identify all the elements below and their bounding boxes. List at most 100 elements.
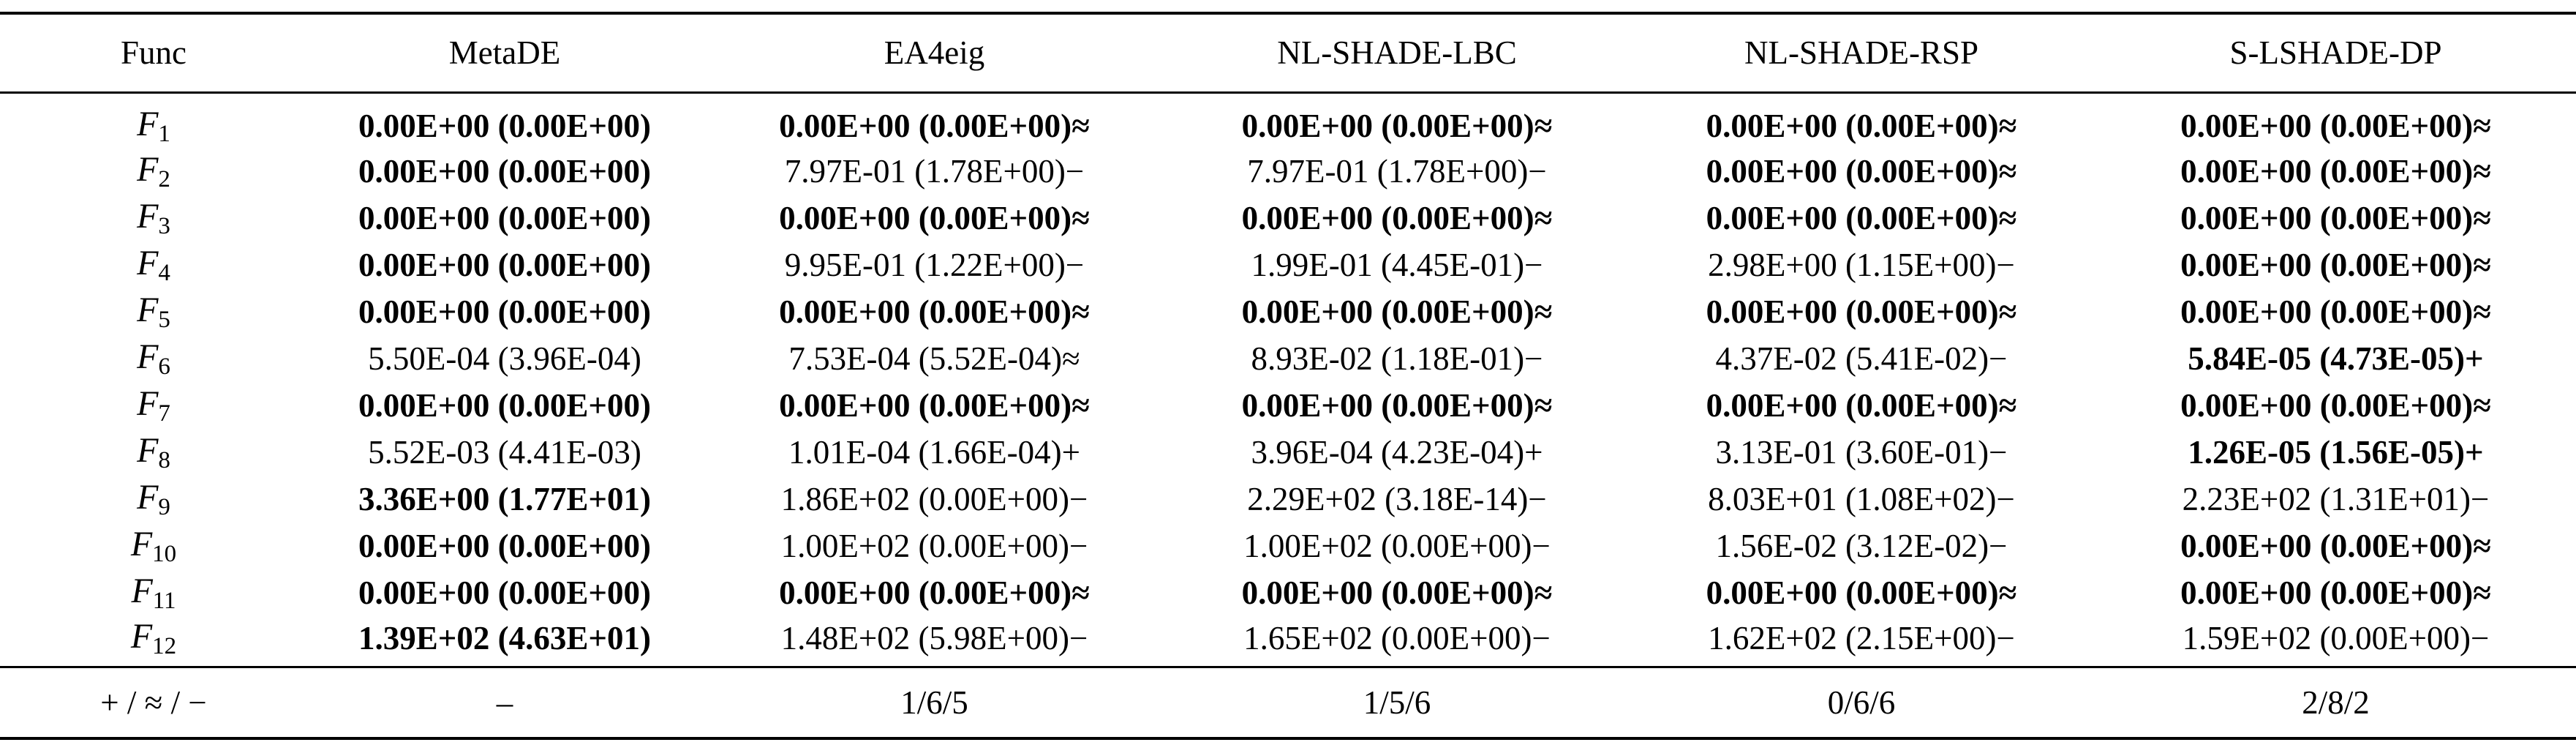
result-cell: 1.01E-04 (1.66E-04)+ <box>702 429 1167 476</box>
significance-mark: ≈ <box>2473 293 2491 330</box>
result-value: 0.00E+00 (0.00E+00) <box>2180 246 2474 283</box>
significance-mark: − <box>2471 619 2490 656</box>
footer-cell: 1/5/6 <box>1363 684 1431 721</box>
significance-mark: ≈ <box>1998 386 2017 424</box>
header-cell: S-LSHADE-DP <box>2229 34 2442 72</box>
result-value: 7.97E-01 (1.78E+00) <box>1247 152 1529 190</box>
result-value: 7.97E-01 (1.78E+00) <box>784 152 1066 190</box>
result-value: 1.59E+02 (0.00E+00) <box>2182 619 2471 656</box>
func-name: F <box>137 383 159 423</box>
func-cell: F10 <box>0 523 307 569</box>
result-cell: 0.00E+00 (0.00E+00)≈ <box>2095 523 2576 569</box>
result-value: 8.93E-02 (1.18E-01) <box>1251 340 1525 377</box>
significance-mark: − <box>1996 619 2015 656</box>
result-cell: 0.00E+00 (0.00E+00) <box>307 523 702 569</box>
result-value: 0.00E+00 (0.00E+00) <box>1706 199 1999 236</box>
result-cell: 2.29E+02 (3.18E-14)− <box>1167 476 1627 523</box>
result-value: 0.00E+00 (0.00E+00) <box>1706 386 1999 424</box>
result-value: 3.13E-01 (3.60E-01) <box>1715 433 1989 471</box>
result-value: 0.00E+00 (0.00E+00) <box>358 293 652 330</box>
result-cell: 0.00E+00 (0.00E+00)≈ <box>1167 569 1627 616</box>
result-value: 2.29E+02 (3.18E-14) <box>1247 480 1529 517</box>
result-value: 1.48E+02 (5.98E+00) <box>780 619 1070 656</box>
result-value: 1.62E+02 (2.15E+00) <box>1708 619 1997 656</box>
result-value: 0.00E+00 (0.00E+00) <box>779 107 1072 144</box>
result-value: 7.53E-04 (5.52E-04) <box>788 340 1062 377</box>
func-name: F <box>130 524 153 564</box>
func-name: F <box>137 196 159 236</box>
result-cell: 3.96E-04 (4.23E-04)+ <box>1167 429 1627 476</box>
result-cell: 2.23E+02 (1.31E+01)− <box>2095 476 2576 523</box>
significance-mark: + <box>1524 433 1543 471</box>
significance-mark: ≈ <box>1072 199 1090 236</box>
significance-mark: ≈ <box>1072 293 1090 330</box>
table-row: F7 0.00E+00 (0.00E+00) 0.00E+00 (0.00E+00)… <box>0 382 2576 429</box>
func-subscript: 6 <box>158 353 170 380</box>
result-value: 1.65E+02 (0.00E+00) <box>1243 619 1532 656</box>
func-name: F <box>137 290 159 329</box>
result-value: 0.00E+00 (0.00E+00) <box>779 386 1072 424</box>
result-cell: 1.00E+02 (0.00E+00)− <box>702 523 1167 569</box>
func-subscript: 7 <box>158 400 170 427</box>
result-cell: 0.00E+00 (0.00E+00)≈ <box>1627 148 2095 195</box>
result-cell: 0.00E+00 (0.00E+00) <box>307 569 702 616</box>
result-cell: 2.98E+00 (1.15E+00)− <box>1627 242 2095 288</box>
header-cell: NL-SHADE-RSP <box>1744 34 1979 72</box>
result-value: 2.23E+02 (1.31E+01) <box>2182 480 2471 517</box>
func-cell: F11 <box>0 569 307 616</box>
result-cell: 0.00E+00 (0.00E+00)≈ <box>2095 195 2576 242</box>
result-cell: 7.97E-01 (1.78E+00)− <box>1167 148 1627 195</box>
significance-mark: ≈ <box>1998 152 2017 190</box>
table-row: F12 1.39E+02 (4.63E+01) 1.48E+02 (5.98E+00… <box>0 616 2576 667</box>
result-cell: 0.00E+00 (0.00E+00)≈ <box>2095 148 2576 195</box>
result-cell: 0.00E+00 (0.00E+00) <box>307 195 702 242</box>
result-cell: 8.03E+01 (1.08E+02)− <box>1627 476 2095 523</box>
func-cell: F2 <box>0 148 307 195</box>
significance-mark: ≈ <box>1534 199 1553 236</box>
table-row: F9 3.36E+00 (1.77E+01) 1.86E+02 (0.00E+00)… <box>0 476 2576 523</box>
result-cell: 4.37E-02 (5.41E-02)− <box>1627 335 2095 382</box>
result-cell: 9.95E-01 (1.22E+00)− <box>702 242 1167 288</box>
result-value: 3.36E+00 (1.77E+01) <box>358 480 652 517</box>
func-cell: F12 <box>0 616 307 667</box>
result-value: 1.99E-01 (4.45E-01) <box>1251 246 1525 283</box>
result-value: 0.00E+00 (0.00E+00) <box>358 152 652 190</box>
result-value: 0.00E+00 (0.00E+00) <box>2180 386 2474 424</box>
result-value: 0.00E+00 (0.00E+00) <box>1241 107 1534 144</box>
table-row: F10 0.00E+00 (0.00E+00) 1.00E+02 (0.00E+00… <box>0 523 2576 569</box>
significance-mark: − <box>1996 480 2015 517</box>
func-subscript: 10 <box>152 540 177 567</box>
result-value: 0.00E+00 (0.00E+00) <box>1706 574 1999 611</box>
result-cell: 0.00E+00 (0.00E+00) <box>307 148 702 195</box>
significance-mark: − <box>1528 480 1547 517</box>
func-name: F <box>137 337 159 376</box>
table-body: F1 0.00E+00 (0.00E+00) 0.00E+00 (0.00E+00)… <box>0 92 2576 667</box>
func-subscript: 1 <box>158 120 170 147</box>
result-cell: 1.62E+02 (2.15E+00)− <box>1627 616 2095 667</box>
result-cell: 0.00E+00 (0.00E+00) <box>307 92 702 148</box>
func-cell: F3 <box>0 195 307 242</box>
result-value: 1.00E+02 (0.00E+00) <box>1243 527 1532 564</box>
result-cell: 0.00E+00 (0.00E+00)≈ <box>2095 288 2576 335</box>
significance-mark: ≈ <box>2473 574 2491 611</box>
func-name: F <box>131 571 153 610</box>
result-cell: 0.00E+00 (0.00E+00)≈ <box>1167 92 1627 148</box>
footer-cell: 1/6/5 <box>900 684 968 721</box>
result-cell: 8.93E-02 (1.18E-01)− <box>1167 335 1627 382</box>
footer-row: + / ≈ / − – 1/6/5 1/5/6 0/6/6 2/8/2 <box>0 667 2576 738</box>
result-cell: 0.00E+00 (0.00E+00)≈ <box>2095 569 2576 616</box>
result-value: 0.00E+00 (0.00E+00) <box>1706 293 1999 330</box>
significance-mark: − <box>1069 480 1088 517</box>
result-value: 0.00E+00 (0.00E+00) <box>358 386 652 424</box>
significance-mark: ≈ <box>1072 107 1090 144</box>
significance-mark: ≈ <box>1998 574 2017 611</box>
result-value: 0.00E+00 (0.00E+00) <box>2180 527 2474 564</box>
func-subscript: 12 <box>152 632 177 659</box>
result-value: 0.00E+00 (0.00E+00) <box>2180 574 2474 611</box>
result-cell: 5.84E-05 (4.73E-05)+ <box>2095 335 2576 382</box>
table-row: F8 5.52E-03 (4.41E-03) 1.01E-04 (1.66E-04)… <box>0 429 2576 476</box>
result-value: 1.01E-04 (1.66E-04) <box>788 433 1062 471</box>
result-value: 0.00E+00 (0.00E+00) <box>1241 199 1534 236</box>
significance-mark: ≈ <box>2473 107 2491 144</box>
footer-cell: 0/6/6 <box>1827 684 1896 721</box>
